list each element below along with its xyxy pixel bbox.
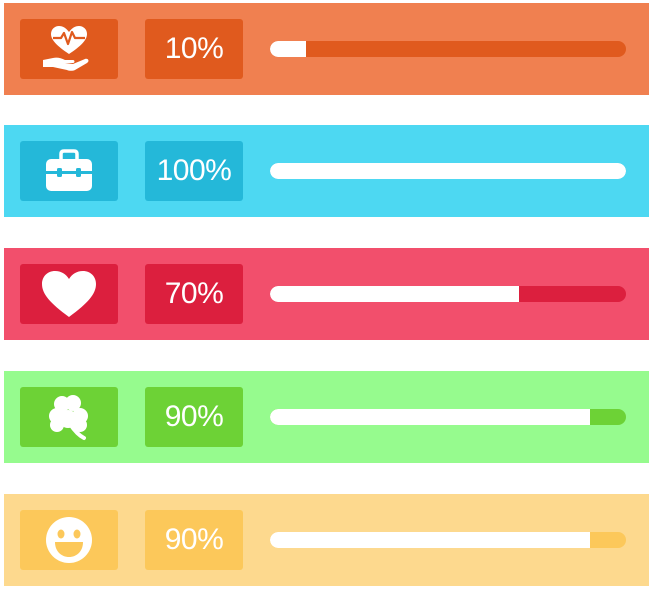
progress-bar	[270, 163, 626, 179]
progress-fill	[270, 286, 520, 302]
progress-bar	[270, 532, 626, 548]
stat-row-work: 100%	[4, 125, 649, 217]
progress-fill	[270, 532, 591, 548]
icon-box	[20, 387, 118, 447]
progress-fill	[270, 41, 306, 57]
icon-box	[20, 19, 118, 79]
value-label: 100%	[145, 141, 243, 201]
smiley-icon	[46, 517, 92, 563]
progress-bar	[270, 41, 626, 57]
stat-row-happiness: 90%	[4, 494, 649, 586]
icon-box	[20, 510, 118, 570]
stat-row-luck: 90%	[4, 371, 649, 463]
value-label: 90%	[145, 510, 243, 570]
value-label: 70%	[145, 264, 243, 324]
value-label: 10%	[145, 19, 243, 79]
stat-row-health: 10%	[4, 3, 649, 95]
icon-box	[20, 141, 118, 201]
progress-bar	[270, 286, 626, 302]
heart-hand-icon	[43, 26, 89, 71]
clover-icon	[49, 395, 88, 440]
progress-fill	[270, 163, 626, 179]
value-label: 90%	[145, 387, 243, 447]
briefcase-icon	[46, 149, 92, 191]
progress-fill	[270, 409, 591, 425]
progress-bar	[270, 409, 626, 425]
icon-box	[20, 264, 118, 324]
heart-icon	[42, 271, 96, 317]
stat-row-love: 70%	[4, 248, 649, 340]
